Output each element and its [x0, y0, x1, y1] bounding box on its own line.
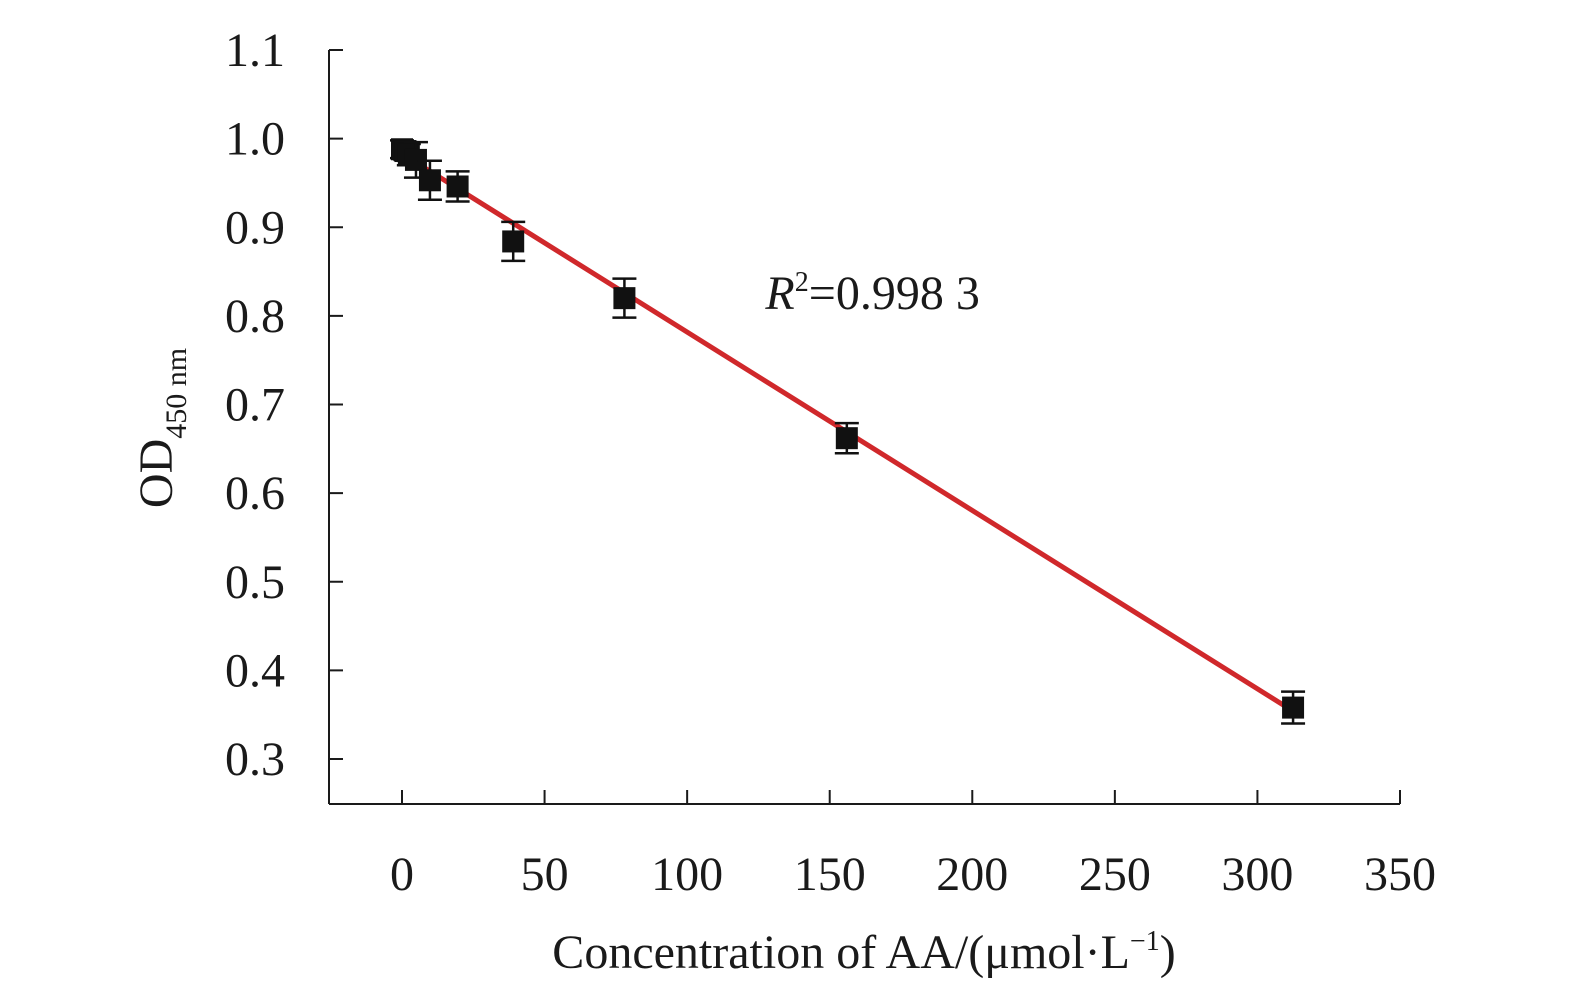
y-tick-label: 0.7	[225, 379, 285, 432]
y-tick-label: 0.5	[225, 556, 285, 609]
x-axis-title-sup: −1	[1130, 926, 1160, 957]
x-tick-label: 250	[1079, 848, 1151, 901]
x-tick-label: 300	[1221, 848, 1293, 901]
x-tick-label: 150	[794, 848, 866, 901]
data-point	[417, 159, 442, 202]
marker-square	[1282, 696, 1305, 719]
x-tick-label: 200	[936, 848, 1008, 901]
data-point	[445, 170, 470, 203]
y-axis-title: OD450 nm	[130, 348, 193, 508]
y-tick-label: 0.9	[225, 201, 285, 254]
marker-square	[502, 230, 525, 253]
data-points-layer	[390, 138, 1306, 725]
y-tick-label: 0.3	[225, 733, 285, 786]
r-squared-annotation: R2=0.998 3	[764, 267, 979, 320]
y-tick-label: 1.1	[225, 24, 285, 77]
x-tick-label: 0	[390, 848, 414, 901]
data-point	[501, 220, 526, 263]
marker-square	[835, 427, 858, 450]
r-squared-sup: 2	[795, 267, 809, 298]
r-squared-value: =0.998 3	[809, 267, 980, 320]
y-tick-label: 0.6	[225, 467, 285, 520]
data-point	[612, 277, 637, 319]
data-point	[403, 140, 428, 179]
marker-square	[446, 175, 469, 198]
axes: 0.3 0.4 0.5 0.6 0.7 0.8 0.9 1.0 1.1 0 50 100 150 200 2…	[225, 24, 1436, 901]
y-axis-title-sub: 450 nm	[160, 348, 193, 439]
r-squared-var: R	[764, 267, 794, 320]
marker-square	[404, 148, 427, 171]
marker-square	[613, 287, 636, 310]
x-tick-label: 350	[1364, 848, 1436, 901]
x-axis-title-close: )	[1160, 926, 1176, 979]
x-axis-title: Concentration of AA/(μmol·L−1)	[552, 926, 1175, 979]
x-tick-label: 100	[651, 848, 723, 901]
y-tick-label: 1.0	[225, 113, 285, 166]
x-tick-label: 50	[521, 848, 569, 901]
data-point	[1281, 690, 1306, 725]
marker-square	[418, 169, 441, 192]
y-tick-label: 0.8	[225, 290, 285, 343]
y-axis-title-main: OD	[130, 439, 183, 508]
y-tick-label: 0.4	[225, 644, 285, 697]
data-point	[834, 421, 859, 455]
x-axis-title-main: Concentration of AA/(μmol·L	[552, 926, 1130, 979]
